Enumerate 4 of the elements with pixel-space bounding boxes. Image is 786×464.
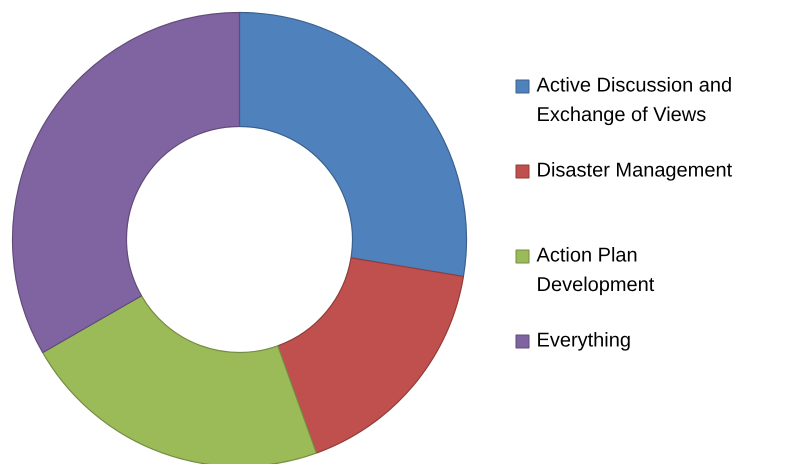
legend-label: Everything (536, 330, 631, 352)
legend-label: Action Plan Development (536, 244, 655, 296)
legend-label: Disaster Management (536, 160, 733, 182)
legend-label: Active Discussion and Exchange of Views (536, 74, 732, 126)
